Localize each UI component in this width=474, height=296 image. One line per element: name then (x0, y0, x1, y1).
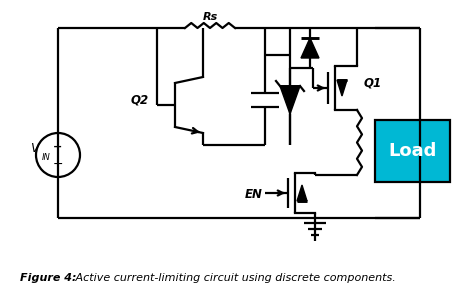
Polygon shape (337, 80, 347, 96)
Text: Figure 4:: Figure 4: (20, 273, 76, 283)
Text: Rs: Rs (202, 12, 218, 22)
Text: Active current-limiting circuit using discrete components.: Active current-limiting circuit using di… (72, 273, 396, 283)
Text: +: + (54, 142, 63, 152)
Text: Q1: Q1 (364, 76, 382, 89)
Polygon shape (280, 86, 300, 114)
Text: V: V (30, 142, 38, 155)
Text: EN: EN (245, 189, 263, 202)
Text: IN: IN (42, 154, 51, 163)
Text: −: − (53, 157, 63, 170)
Text: Q2: Q2 (131, 94, 149, 107)
FancyBboxPatch shape (375, 120, 450, 182)
Polygon shape (297, 185, 307, 201)
Polygon shape (301, 38, 319, 58)
Text: Load: Load (388, 142, 437, 160)
